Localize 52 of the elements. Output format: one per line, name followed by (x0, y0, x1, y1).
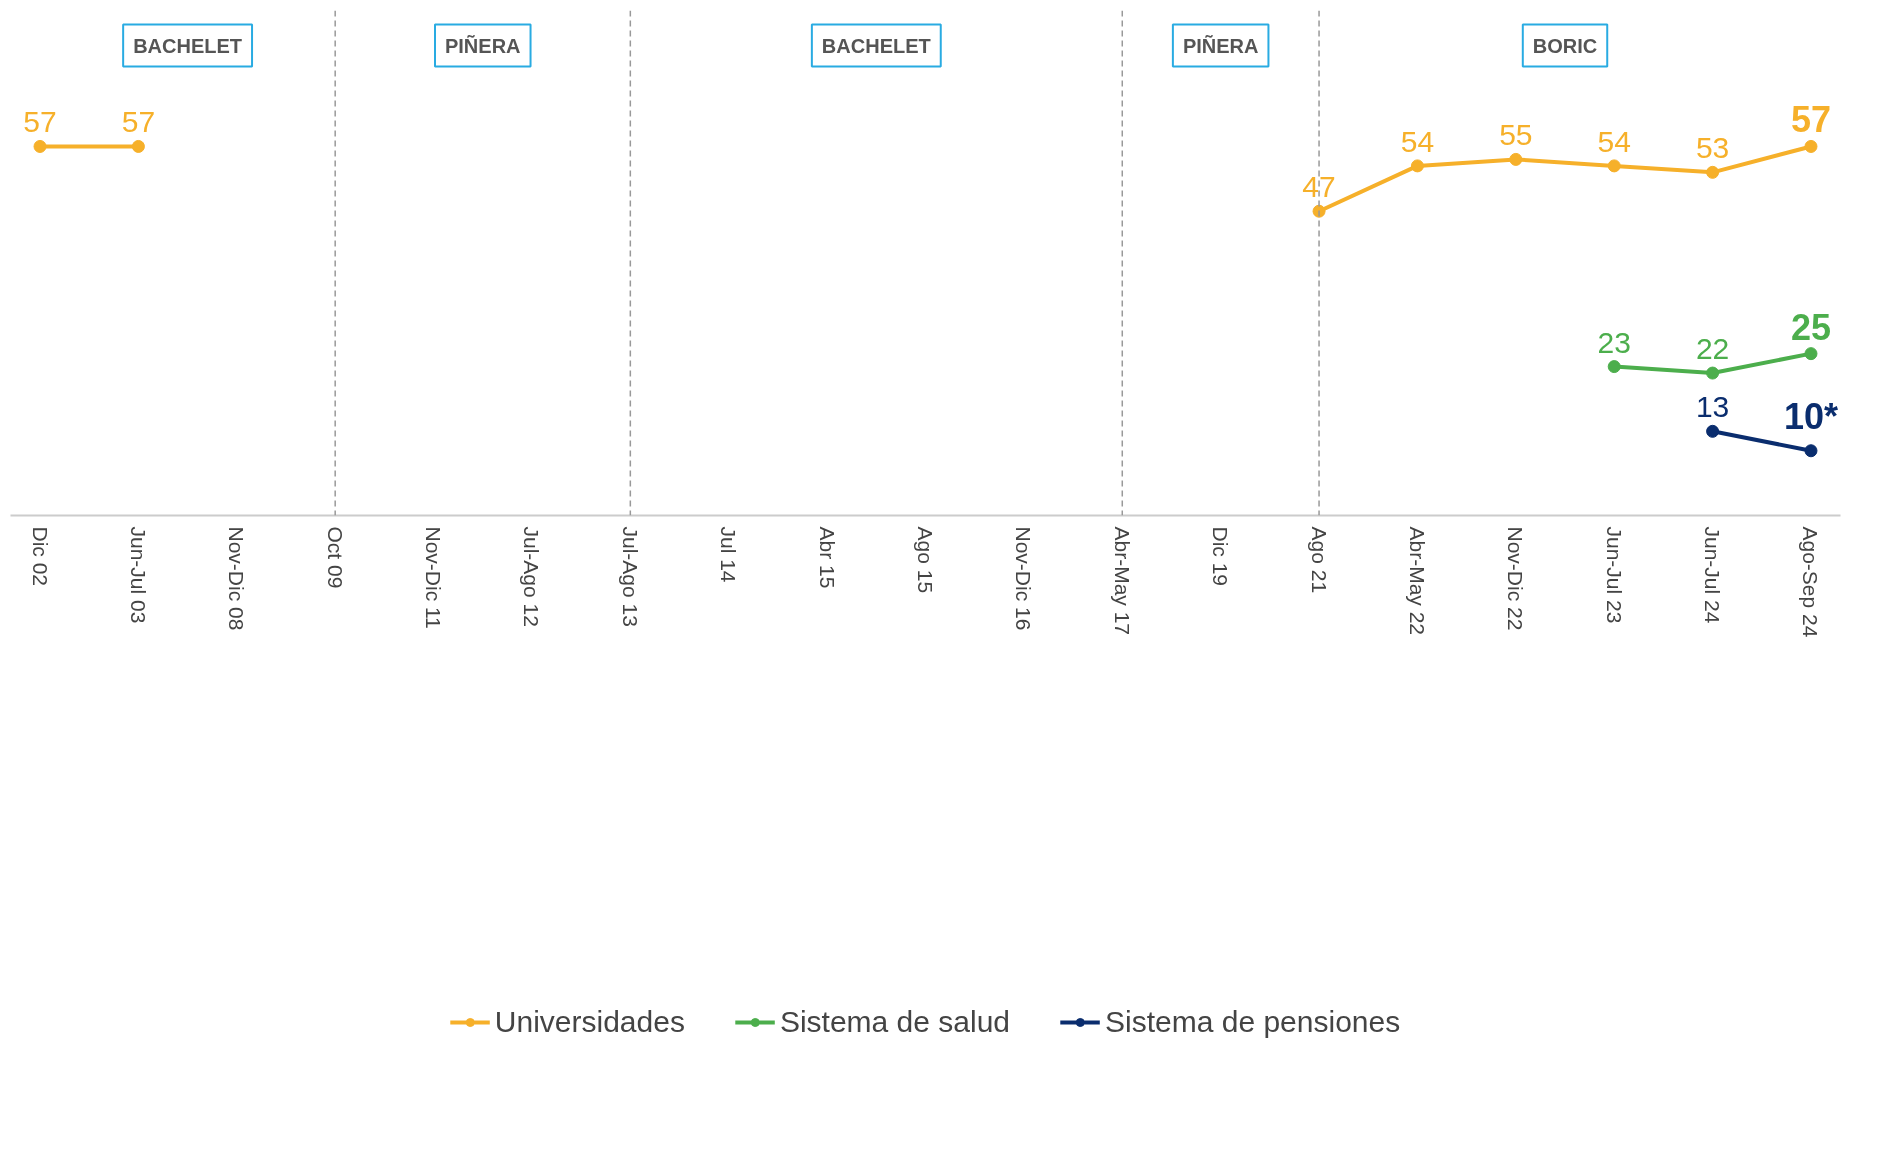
x-tick-label: Nov-Dic 08 (225, 526, 249, 631)
annotation: PIÑERA (444, 34, 521, 57)
x-tick-label: Jun-Jul 03 (126, 526, 150, 624)
legend-label: Universidades (494, 1004, 685, 1039)
data-label: 54 (1597, 124, 1631, 158)
x-tick-label: Ago 15 (914, 526, 937, 594)
data-label: 57 (23, 105, 57, 139)
x-tick-label: Abr 15 (815, 526, 839, 589)
x-tick-label: Nov-Dic 16 (1012, 526, 1036, 631)
x-tick-label: Nov-Dic 22 (1504, 526, 1528, 631)
legend-label: Sistema de pensiones (1105, 1004, 1401, 1039)
x-tick-label: Abr-May 17 (1110, 526, 1134, 636)
x-tick-label: Jul 14 (717, 526, 741, 583)
point (1607, 159, 1621, 173)
point (1509, 152, 1523, 166)
point (1607, 360, 1621, 374)
point (1804, 444, 1818, 458)
data-label: 57 (1790, 99, 1832, 141)
point (1706, 165, 1720, 179)
x-tick-label: Dic 02 (28, 526, 52, 587)
point (131, 139, 145, 153)
annotation: PIÑERA (1182, 34, 1259, 57)
data-label: 23 (1597, 325, 1631, 359)
annotation: BACHELET (821, 34, 931, 57)
legend-label: Sistema de salud (779, 1004, 1011, 1039)
data-label: 47 (1302, 170, 1336, 204)
x-tick-label: Dic 19 (1209, 526, 1233, 587)
x-tick-label: Jun-Jul 23 (1602, 526, 1626, 624)
point (1410, 159, 1424, 173)
x-tick-label: Abr-May 22 (1405, 526, 1429, 636)
x-tick-label: Jul-Ago 13 (618, 526, 642, 627)
data-label: 54 (1400, 124, 1435, 158)
x-tick-label: Ago-Sep 24 (1799, 526, 1823, 638)
x-tick-label: Jun-Jul 24 (1701, 526, 1725, 624)
data-label: 25 (1790, 306, 1832, 348)
data-label: 22 (1695, 332, 1730, 366)
data-label: 10* (1783, 395, 1839, 437)
x-tick-label: Nov-Dic 11 (422, 526, 446, 629)
point (1804, 139, 1818, 153)
annotation: BORIC (1532, 34, 1598, 57)
point (33, 139, 47, 153)
data-label: 57 (121, 105, 156, 139)
point (1804, 347, 1818, 361)
data-label: 55 (1499, 118, 1533, 152)
data-label: 13 (1695, 390, 1730, 424)
x-tick-label: Jul-Ago 12 (520, 526, 544, 627)
x-tick-label: Ago 21 (1307, 526, 1331, 594)
point (1706, 366, 1720, 380)
x-tick-label: Oct 09 (323, 526, 347, 589)
data-label: 53 (1695, 131, 1730, 165)
annotation: BACHELET (133, 34, 243, 57)
point (1706, 424, 1720, 438)
